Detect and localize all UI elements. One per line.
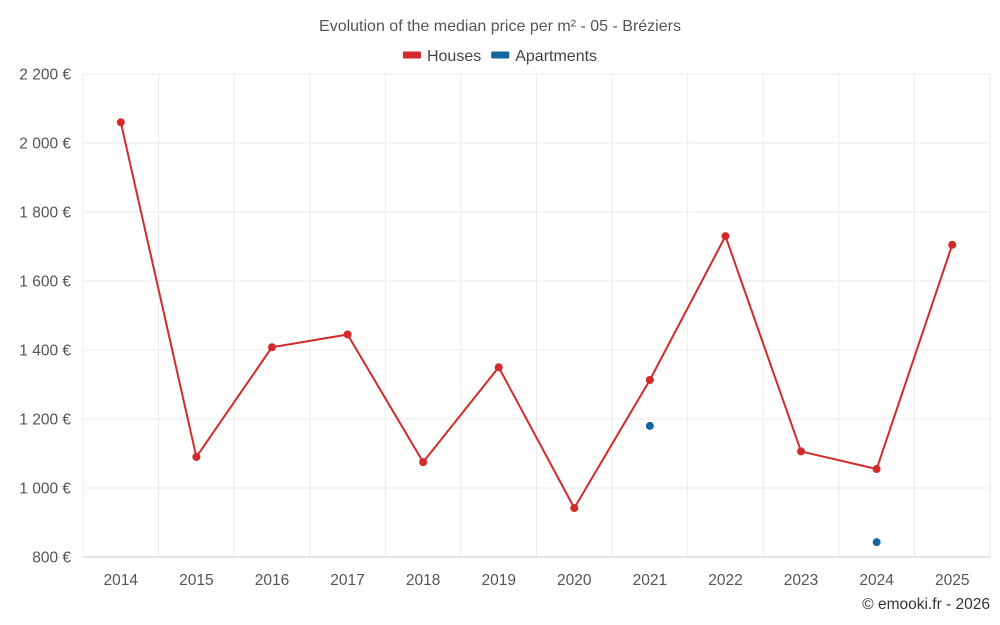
data-point-houses[interactable] xyxy=(494,363,503,372)
data-point-houses[interactable] xyxy=(267,343,276,352)
x-tick-label: 2021 xyxy=(633,572,667,589)
x-tick-label: 2015 xyxy=(179,572,213,589)
x-tick-label: 2020 xyxy=(557,572,592,589)
x-tick-label: 2016 xyxy=(255,572,289,589)
legend-item-apartments[interactable]: Apartments xyxy=(491,48,597,65)
legend-label: Apartments xyxy=(515,48,597,65)
y-tick-label: 1 400 € xyxy=(19,343,71,360)
x-axis-tick-labels: 2014 2015 2016 2017 2018 2019 2020 2021 2022 2023… xyxy=(104,572,970,589)
x-tick-label: 2025 xyxy=(935,572,969,589)
y-tick-label: 2 000 € xyxy=(19,136,71,153)
legend-label: Houses xyxy=(427,48,481,65)
series-layer xyxy=(116,118,957,547)
x-tick-label: 2022 xyxy=(708,572,742,589)
y-tick-label: 1 000 € xyxy=(19,481,71,498)
vertical-gridlines xyxy=(82,74,991,557)
y-tick-label: 1 600 € xyxy=(19,274,71,291)
chart-legend[interactable]: Houses Apartments xyxy=(402,48,597,65)
x-tick-label: 2023 xyxy=(784,572,818,589)
data-point-houses[interactable] xyxy=(419,458,428,467)
data-point-houses[interactable] xyxy=(116,118,125,127)
legend-swatch xyxy=(491,51,510,59)
data-point-apartments[interactable] xyxy=(872,538,881,547)
legend-swatch xyxy=(402,51,421,59)
credit-text: © emooki.fr - 2026 xyxy=(862,596,990,613)
legend-item-houses[interactable]: Houses xyxy=(402,48,481,65)
x-tick-label: 2024 xyxy=(859,572,894,589)
data-point-houses[interactable] xyxy=(192,452,201,461)
data-point-houses[interactable] xyxy=(343,330,352,339)
series-apartments[interactable] xyxy=(645,421,881,547)
series-line-houses[interactable] xyxy=(119,122,954,510)
x-tick-label: 2018 xyxy=(406,572,440,589)
y-tick-label: 1 800 € xyxy=(19,205,71,222)
series-houses[interactable] xyxy=(116,118,957,513)
chart-title: Evolution of the median price per m² - 0… xyxy=(319,18,681,35)
data-point-houses[interactable] xyxy=(948,240,957,249)
y-axis-tick-labels: 800 € 1 000 € 1 200 € 1 400 € 1 600 € 1 800 €… xyxy=(19,67,71,567)
data-point-houses[interactable] xyxy=(872,465,881,474)
y-tick-label: 800 € xyxy=(32,550,71,567)
y-tick-label: 1 200 € xyxy=(19,412,71,429)
data-point-houses[interactable] xyxy=(797,447,806,456)
data-point-apartments[interactable] xyxy=(645,421,654,430)
data-point-houses[interactable] xyxy=(645,376,654,385)
x-tick-label: 2014 xyxy=(104,572,139,589)
data-point-houses[interactable] xyxy=(570,504,579,513)
data-point-houses[interactable] xyxy=(721,232,730,241)
x-tick-label: 2017 xyxy=(330,572,364,589)
y-tick-label: 2 200 € xyxy=(19,67,71,84)
x-tick-label: 2019 xyxy=(481,572,515,589)
